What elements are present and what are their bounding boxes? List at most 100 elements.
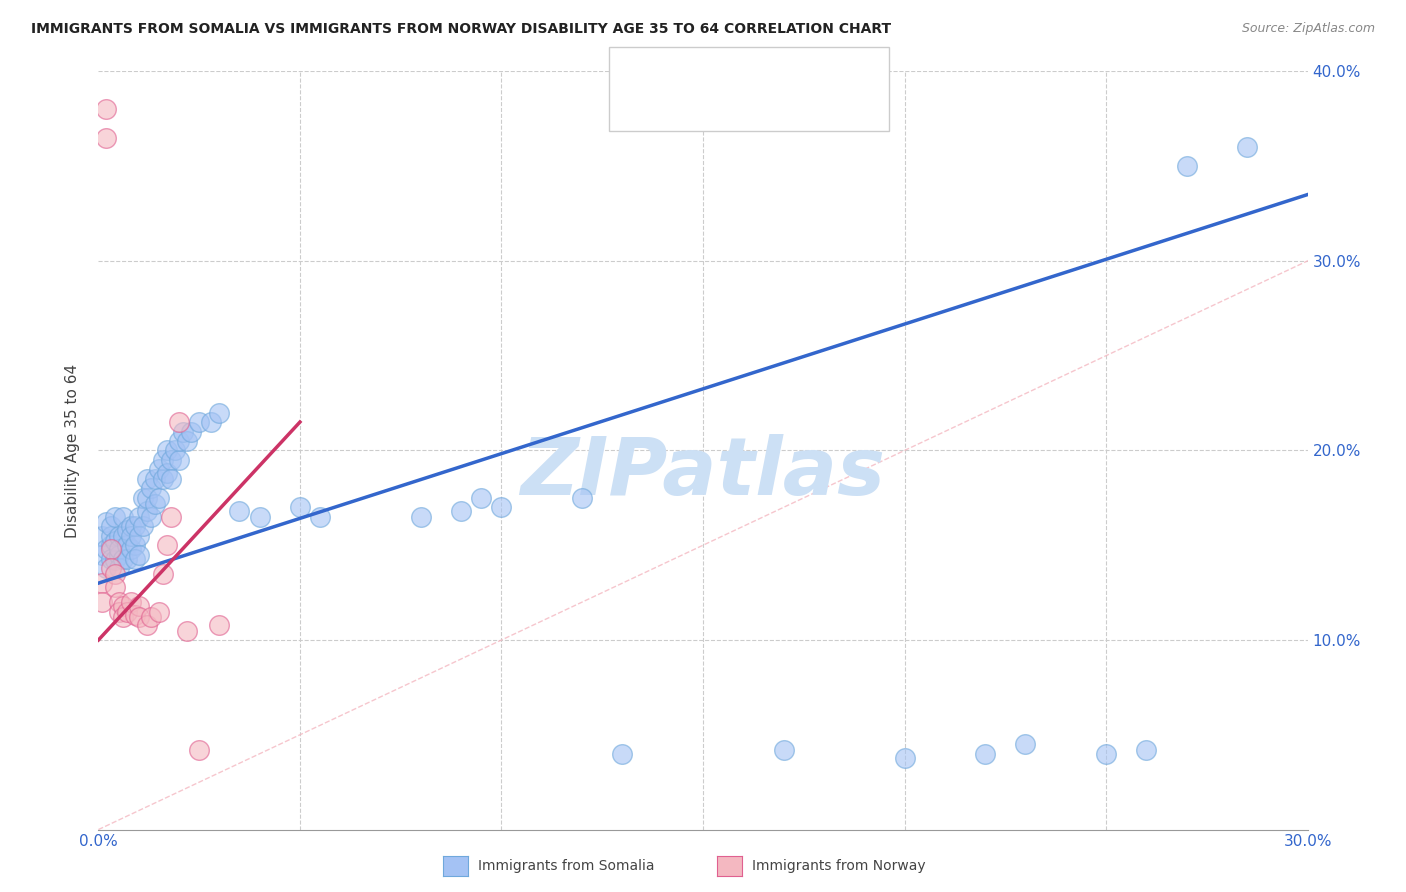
Point (91, 595, 114, 609)
Point (128, 599, 150, 613)
Point (100, 538, 122, 552)
Point (111, 610, 134, 624)
Point (91, 529, 114, 543)
Point (143, 472, 166, 486)
Point (103, 553, 125, 567)
Point (208, 618, 231, 632)
Point (152, 472, 174, 486)
Point (124, 538, 146, 552)
Text: Immigrants from Somalia: Immigrants from Somalia (478, 859, 655, 873)
Point (152, 566, 174, 581)
Point (167, 453, 190, 467)
Point (309, 509, 332, 524)
Point (571, 491, 593, 505)
Point (115, 605, 138, 619)
Y-axis label: Disability Age 35 to 64: Disability Age 35 to 64 (65, 363, 80, 538)
Point (91, 548, 114, 562)
Point (91, 576, 114, 591)
Point (139, 509, 162, 524)
Point (1236, 140, 1258, 154)
Point (160, 453, 183, 467)
Point (107, 605, 129, 619)
Point (100, 529, 122, 543)
Point (180, 425, 202, 439)
Point (128, 509, 150, 524)
Point (176, 624, 198, 638)
Point (470, 491, 492, 505)
Point (188, 415, 211, 429)
Point (893, 750, 915, 764)
Point (96, 561, 118, 575)
Point (612, 747, 634, 761)
Point (139, 610, 162, 624)
Text: 0.279: 0.279 (699, 102, 747, 116)
Point (115, 523, 138, 537)
Point (128, 610, 150, 624)
Point (120, 529, 142, 543)
Point (124, 608, 146, 623)
Point (249, 509, 271, 524)
Point (107, 561, 129, 575)
Point (200, 415, 222, 429)
Point (100, 561, 122, 575)
Point (107, 529, 129, 543)
Point (156, 538, 179, 552)
Point (208, 406, 231, 420)
Text: 27: 27 (797, 102, 818, 116)
Point (135, 472, 157, 486)
Point (120, 542, 142, 557)
Point (409, 509, 432, 524)
Point (156, 443, 179, 458)
Point (167, 434, 190, 448)
Point (132, 519, 155, 533)
Point (100, 551, 122, 566)
Point (1014, 737, 1036, 751)
Point (115, 538, 138, 552)
Text: N =: N = (758, 102, 792, 116)
Point (228, 504, 250, 518)
Point (107, 548, 129, 562)
Point (100, 519, 122, 533)
Text: ZIPatlas: ZIPatlas (520, 434, 886, 512)
Point (96, 130, 118, 145)
Point (163, 443, 186, 458)
Point (176, 434, 198, 448)
Point (111, 551, 134, 566)
Point (103, 566, 125, 581)
Point (103, 509, 125, 524)
Point (135, 491, 157, 505)
Text: R =: R = (657, 102, 690, 116)
Point (124, 551, 146, 566)
Point (111, 529, 134, 543)
Point (167, 415, 190, 429)
Point (103, 534, 125, 549)
Point (172, 425, 194, 439)
Point (100, 542, 122, 557)
Point (143, 497, 166, 511)
Point (96, 542, 118, 557)
Point (107, 595, 129, 609)
Point (156, 467, 179, 481)
Point (1095, 747, 1118, 761)
Point (135, 504, 157, 518)
Text: 0.510: 0.510 (699, 64, 747, 78)
Point (450, 504, 472, 518)
Text: Source: ZipAtlas.com: Source: ZipAtlas.com (1241, 22, 1375, 36)
Text: N =: N = (758, 64, 792, 78)
Point (1175, 159, 1198, 173)
Point (148, 491, 170, 505)
Text: R =: R = (657, 64, 690, 78)
Point (152, 453, 174, 467)
Point (107, 542, 129, 557)
Point (128, 548, 150, 562)
Point (103, 580, 125, 594)
Text: IMMIGRANTS FROM SOMALIA VS IMMIGRANTS FROM NORWAY DISABILITY AGE 35 TO 64 CORREL: IMMIGRANTS FROM SOMALIA VS IMMIGRANTS FR… (31, 22, 891, 37)
Point (115, 551, 138, 566)
Point (111, 509, 134, 524)
Point (148, 462, 170, 476)
Text: 75: 75 (797, 64, 818, 78)
Point (188, 743, 211, 757)
Point (132, 491, 155, 505)
Point (288, 500, 311, 515)
Point (148, 605, 170, 619)
